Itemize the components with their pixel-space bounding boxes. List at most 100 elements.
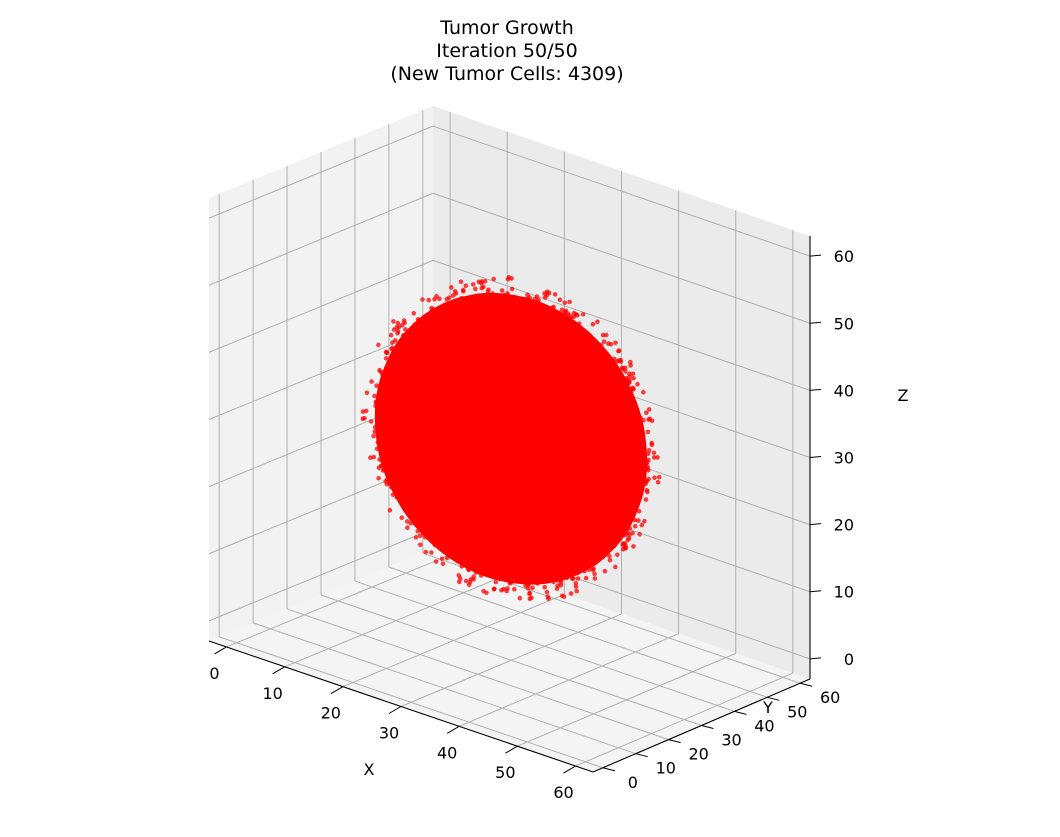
z-tick: [809, 590, 822, 593]
z-tick: [809, 523, 822, 526]
tumor-cell-point: [475, 320, 480, 325]
tumor-cell-point: [513, 400, 519, 406]
tumor-cell-point: [482, 278, 488, 284]
tumor-cell-point: [607, 369, 612, 375]
tumor-cell-point: [492, 294, 498, 299]
tumor-cell-point: [586, 388, 591, 394]
tumor-cell-point: [466, 567, 472, 572]
tumor-cell-point: [610, 375, 615, 381]
z-tick: [809, 657, 822, 660]
tumor-cell-point: [445, 548, 451, 554]
tumor-cell-point: [547, 550, 552, 555]
tumor-cell-point: [374, 383, 379, 389]
tumor-cell-point: [551, 546, 556, 552]
tumor-cell-point: [388, 433, 394, 439]
tumor-cell-point: [540, 304, 546, 310]
tumor-cell-point: [390, 391, 396, 397]
tumor-cell-point: [637, 417, 642, 423]
tumor-cell-point: [516, 351, 521, 356]
tumor-cell-point: [484, 332, 489, 337]
tumor-cell-point: [451, 431, 457, 436]
tumor-cell-point: [592, 450, 598, 455]
tumor-cell-point: [479, 569, 485, 574]
tumor-cell-point: [537, 476, 542, 481]
tumor-cell-point: [501, 420, 507, 425]
tumor-cell-point: [554, 556, 559, 561]
tumor-cell-point: [566, 403, 572, 408]
tumor-cell-point: [561, 426, 567, 431]
tumor-cell-point: [427, 495, 432, 500]
tumor-cell-point: [404, 332, 410, 338]
tumor-cell-point: [614, 359, 620, 364]
tumor-cell-point: [454, 494, 460, 500]
tumor-cell-point: [651, 455, 657, 460]
tumor-cell-point: [493, 454, 498, 459]
tumor-cell-point: [479, 319, 484, 325]
tumor-cell-point: [395, 320, 401, 326]
tumor-cell-point: [602, 531, 607, 537]
tumor-cell-point: [473, 286, 478, 292]
tumor-cell-point: [475, 554, 480, 560]
tumor-cell-point: [427, 325, 432, 331]
tumor-cell-point: [414, 495, 419, 501]
tumor-cell-point: [488, 348, 493, 354]
tumor-cell-point: [491, 461, 497, 467]
tumor-cell-point: [575, 312, 580, 318]
tumor-cell-point: [424, 415, 430, 421]
tumor-cell-point: [515, 569, 521, 575]
tumor-cell-point: [493, 476, 499, 482]
tumor-cell-point: [415, 529, 421, 534]
tumor-cell-point: [407, 431, 413, 436]
y-tick: [668, 739, 681, 744]
tumor-cell-point: [375, 440, 381, 445]
tumor-cell-point: [420, 512, 426, 517]
tumor-cell-point: [630, 399, 636, 405]
tumor-cell-point: [377, 367, 382, 373]
tumor-cell-point: [404, 340, 410, 346]
tumor-cell-point: [604, 421, 610, 427]
tumor-cell-point: [405, 446, 411, 451]
tumor-cell-point: [451, 404, 457, 409]
tumor-cell-point: [611, 410, 616, 415]
x-tick: [505, 745, 518, 754]
tumor-cell-point: [576, 447, 582, 453]
tumor-cell-point: [407, 509, 412, 514]
tumor-cell-point: [514, 389, 519, 394]
tumor-cell-point: [408, 486, 414, 492]
tumor-cell-point: [479, 483, 485, 489]
tumor-cell-point: [575, 338, 580, 344]
tumor-cell-point: [614, 465, 619, 471]
tumor-cell-point: [389, 485, 394, 490]
tumor-cell-point: [473, 343, 479, 348]
tumor-cell-point: [412, 521, 418, 526]
tumor-cell-point: [440, 561, 446, 567]
tumor-cell-point: [407, 421, 413, 426]
y-tick: [635, 753, 648, 758]
tumor-cell-point: [498, 341, 504, 347]
tumor-cell-point: [540, 465, 545, 470]
tumor-cell-point: [542, 515, 548, 520]
tumor-cell-point: [395, 331, 400, 336]
tumor-cell-point: [401, 346, 407, 351]
x-tick-label: 0: [209, 664, 219, 683]
tumor-cell-point: [492, 485, 498, 491]
tumor-cell-point: [532, 479, 537, 484]
tumor-cell-point: [490, 388, 496, 394]
tumor-cell-point: [638, 431, 644, 436]
tumor-cell-point: [526, 376, 531, 381]
tumor-cell-point: [501, 437, 506, 442]
tumor-cell-point: [413, 478, 419, 484]
tumor-cell-point: [499, 517, 505, 523]
tumor-cell-point: [402, 507, 408, 512]
tumor-cell-point: [602, 481, 608, 487]
tumor-cell-point: [567, 477, 573, 482]
tumor-cell-point: [546, 392, 551, 398]
tumor-cell-point: [634, 459, 640, 465]
tumor-cell-point: [424, 409, 429, 415]
tumor-cell-point: [619, 432, 625, 438]
tumor-cell-point: [484, 569, 489, 575]
tumor-cell-point: [401, 333, 407, 338]
tumor-cell-point: [558, 473, 563, 478]
tumor-cell-point: [407, 460, 413, 465]
tumor-cell-point: [618, 437, 623, 442]
